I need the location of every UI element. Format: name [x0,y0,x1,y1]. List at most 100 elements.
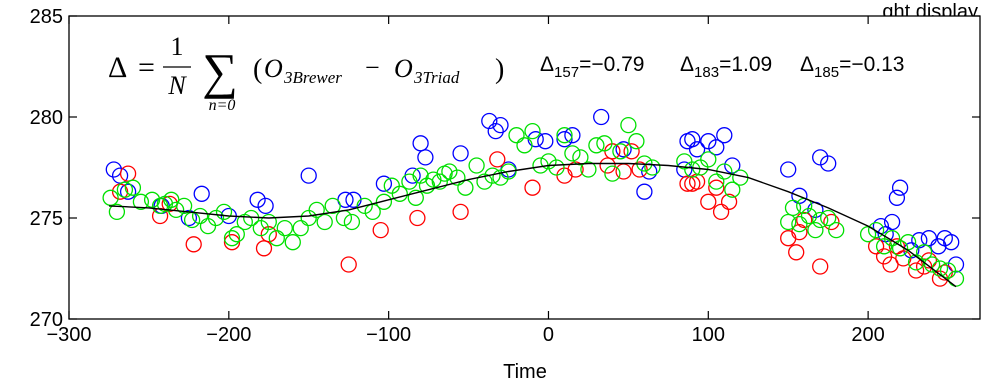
data-point [119,183,137,200]
data-point [412,135,429,152]
x-axis-label: Time [503,361,547,383]
data-point [119,165,137,182]
plot-area [68,15,981,320]
data-point [867,221,885,239]
stat-157: Δ157=−0.79 [540,53,644,81]
data-point [883,230,901,247]
data-point [284,234,301,251]
data-point [631,161,648,178]
formula-numerator: 1 [171,32,184,61]
formula-delta: Δ [108,51,127,84]
formula-o-triad-subscript: 3Triad [413,68,460,87]
data-point [537,133,554,150]
formula-o-triad: O [394,54,413,83]
data-point [343,213,361,231]
data-point [920,230,938,247]
data-point [636,183,653,200]
data-point [132,193,150,210]
formula-equals: = [138,51,155,84]
data-point [688,141,706,158]
data-point [612,143,629,160]
data-point [255,240,273,257]
data-point [324,197,341,215]
data-point [567,161,584,178]
data-point [223,234,241,251]
data-point [888,189,906,206]
data-point [556,127,573,144]
data-point [923,256,941,273]
data-point [780,161,797,178]
data-point [812,258,829,275]
data-point [223,230,241,247]
data-point [276,219,293,237]
data-point [175,197,193,215]
formula-o-brewer-subscript: 3Brewer [283,68,342,87]
data-point [564,145,581,162]
x-tick-label: 200 [851,324,884,346]
stats-annotation: Δ157=−0.79 Δ183=1.09 Δ185=−0.13 [540,53,904,81]
data-point [791,223,808,241]
data-point [487,122,504,140]
x-tick-labels: −300 −200 −100 0 100 200 [46,324,884,346]
data-point [508,127,525,144]
data-point [489,151,506,168]
data-marks [102,108,965,288]
data-point [449,169,466,186]
data-point [891,179,909,196]
data-point [883,213,901,231]
data-point [820,155,837,172]
data-point [524,122,541,140]
data-point [409,209,426,227]
data-point [580,161,597,178]
data-point [108,203,126,221]
formula-close-paren: ) [495,54,504,85]
data-point [812,211,829,229]
data-point [708,173,725,190]
data-point [300,167,317,184]
data-point [604,165,621,182]
x-tick-label: −300 [46,324,91,346]
data-point [375,193,393,210]
data-point [820,209,837,227]
data-point [780,213,797,231]
data-point [124,179,142,196]
data-point [823,213,840,231]
data-point [572,149,589,166]
data-point [516,137,533,154]
data-point [215,203,233,221]
fit-line [108,162,957,288]
data-point [418,177,436,194]
data-point [684,131,701,148]
data-point [615,141,632,158]
data-point [720,193,738,210]
data-point [915,244,933,261]
data-point [875,248,893,265]
formula-open-paren: ( [253,54,262,85]
x-tick-label: −200 [206,324,251,346]
data-point [828,221,845,239]
data-point [907,262,925,279]
data-point [452,145,469,162]
data-point [292,219,309,237]
data-point [185,236,202,253]
data-point [372,221,389,239]
data-point [807,221,824,239]
data-point [588,137,605,154]
data-point [524,179,541,196]
data-point [620,116,637,134]
y-tick-label: 275 [30,208,63,230]
y-tick-label: 270 [30,309,63,331]
data-point [708,139,725,156]
data-point [556,131,573,148]
data-point [930,238,947,255]
data-point [308,201,325,219]
data-point [724,181,741,198]
x-tick-label: 0 [543,324,554,346]
x-tick-label: −100 [366,324,411,346]
data-point [593,108,610,126]
data-point [492,116,509,134]
data-point [548,159,565,176]
axis-ticks [68,15,980,320]
x-tick-label: 100 [692,324,725,346]
data-point [700,151,717,168]
